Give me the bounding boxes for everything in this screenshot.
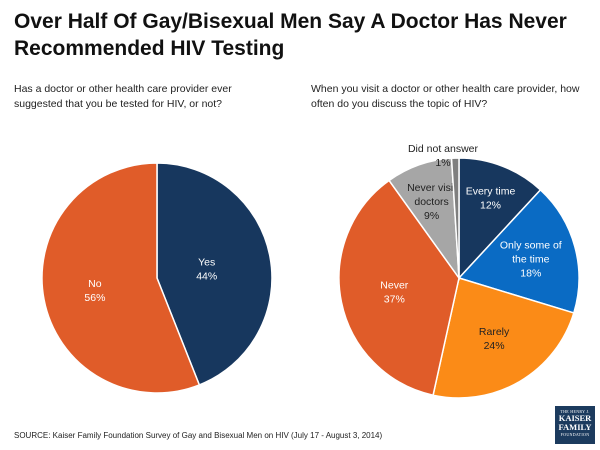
pie2-slice-only-some-of-the-time [457, 188, 580, 314]
pie2-label-text-every-time: Every time [466, 186, 516, 198]
pie2-label-only-some-of-the-time: Only some of the time 18% [500, 240, 562, 280]
pie2-label-text-only-some-of-the-time: the time [512, 254, 550, 266]
pie2-label-text-never-visit-doctors: Never visit [407, 182, 456, 194]
pie2-label-text-only-some-of-the-time: Only some of [500, 240, 562, 252]
pie1-value-yes: 44% [196, 271, 217, 283]
logo-line-3: FOUNDATION [560, 432, 590, 437]
pie2-label-every-time: Every time 12% [466, 186, 516, 212]
logo-line-2a: KAISER [558, 413, 592, 423]
pie2-label-text-never-visit-doctors: doctors [414, 196, 448, 208]
pie1-label-text-no: No [88, 278, 102, 290]
pie2-value-never-visit-doctors: 9% [424, 210, 439, 222]
source-note: SOURCE: Kaiser Family Foundation Survey … [14, 431, 383, 440]
pie2-value-rarely: 24% [484, 340, 505, 352]
pie2-label-did-not-answer: Did not answer 1% [408, 143, 479, 169]
pie2-label-text-rarely: Rarely [479, 326, 510, 338]
pie2-label-text-never: Never [380, 279, 409, 291]
pie2-label-never: Never 37% [380, 279, 409, 305]
pie2-label-text-did-not-answer: Did not answer [408, 143, 479, 155]
pie1-slice-yes [156, 162, 273, 386]
pie2-slice-every-time [458, 157, 542, 280]
kff-logo: THE HENRY J. KAISER FAMILY FOUNDATION [555, 406, 595, 444]
pie1-value-no: 56% [84, 292, 105, 304]
pie2-slice-never [338, 179, 460, 397]
pie2-slice-rarely [432, 277, 575, 399]
pie1-question: Has a doctor or other health care provid… [14, 83, 232, 110]
pie2-value-never: 37% [384, 293, 405, 305]
pie2-label-rarely: Rarely 24% [479, 326, 510, 352]
pie2-value-only-some-of-the-time: 18% [520, 268, 541, 280]
pie1-label-no: No 56% [84, 278, 105, 304]
pie1-label-text-yes: Yes [198, 257, 215, 269]
pie2-label-never-visit-doctors: Never visit doctors 9% [407, 182, 456, 222]
pie1-slice-no [41, 162, 201, 394]
page-title: Over Half Of Gay/Bisexual Men Say A Doct… [14, 10, 567, 60]
logo-line-1: THE HENRY J. [560, 409, 590, 414]
pie1-label-yes: Yes 44% [196, 257, 217, 283]
pie2-question: When you visit a doctor or other health … [311, 83, 580, 110]
pie2-value-did-not-answer: 1% [435, 157, 450, 169]
pie2-value-every-time: 12% [480, 200, 501, 212]
pie2-slice-did-not-answer [450, 157, 460, 279]
logo-line-2b: FAMILY [558, 422, 592, 432]
